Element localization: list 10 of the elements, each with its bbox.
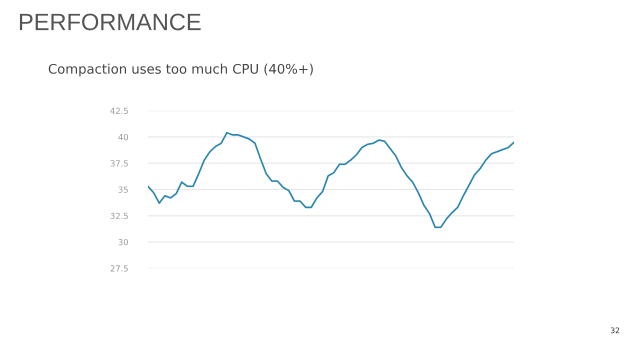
line-series: [148, 132, 514, 228]
y-tick-label: 40: [118, 134, 128, 140]
y-tick-label: 37.5: [110, 160, 128, 167]
y-tick-label: 27.5: [110, 265, 128, 272]
chart-subtitle: Compaction uses too much CPU (40%+): [48, 64, 313, 76]
y-tick-label: 32.5: [110, 212, 128, 220]
chart-title: PERFORMANCE: [20, 14, 201, 30]
y-tick-label: 30: [118, 239, 128, 246]
y-tick-label: 35: [118, 186, 128, 193]
y-tick-label: 42.5: [110, 108, 128, 114]
